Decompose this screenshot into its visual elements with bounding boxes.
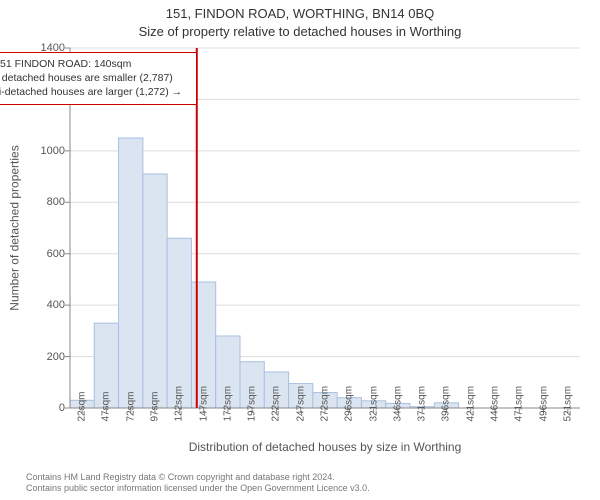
bar bbox=[119, 138, 143, 408]
footer: Contains HM Land Registry data © Crown c… bbox=[26, 472, 370, 495]
annotation-line-1: 151 FINDON ROAD: 140sqm bbox=[0, 57, 188, 71]
y-tick-label: 600 bbox=[25, 248, 65, 260]
annotation-line-2: ← 68% of detached houses are smaller (2,… bbox=[0, 71, 188, 85]
y-tick-label: 200 bbox=[25, 351, 65, 363]
footer-line-2: Contains public sector information licen… bbox=[26, 483, 370, 494]
bar bbox=[167, 238, 191, 408]
address-title: 151, FINDON ROAD, WORTHING, BN14 0BQ bbox=[0, 6, 600, 21]
y-tick-label: 1000 bbox=[25, 145, 65, 157]
y-tick-label: 800 bbox=[25, 196, 65, 208]
x-axis-label: Distribution of detached houses by size … bbox=[70, 440, 580, 454]
bar bbox=[143, 174, 167, 408]
footer-line-1: Contains HM Land Registry data © Crown c… bbox=[26, 472, 370, 483]
annotation-box: 151 FINDON ROAD: 140sqm ← 68% of detache… bbox=[0, 52, 197, 105]
chart-subtitle: Size of property relative to detached ho… bbox=[0, 24, 600, 39]
annotation-line-3: 31% of semi-detached houses are larger (… bbox=[0, 85, 188, 99]
y-tick-label: 400 bbox=[25, 299, 65, 311]
chart-container: 151, FINDON ROAD, WORTHING, BN14 0BQ Siz… bbox=[0, 0, 600, 500]
y-tick-label: 0 bbox=[25, 402, 65, 414]
